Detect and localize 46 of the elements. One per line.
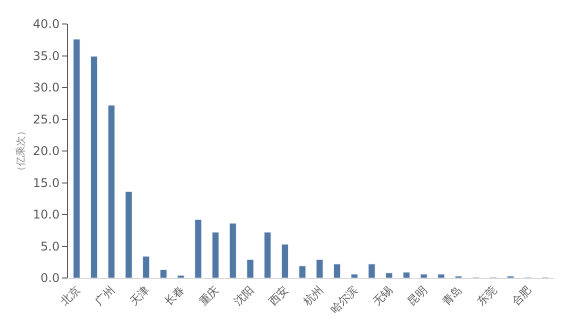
bar [420,274,428,278]
y-tick-label: 35.0 [32,48,60,63]
bar [246,259,254,278]
x-tick-label: 北京 [58,284,83,308]
bar [281,244,289,278]
bar [298,266,306,278]
x-tick-label: 重庆 [196,284,222,308]
x-tick-label: 长春 [162,284,187,308]
bar [368,264,376,278]
y-tick-label: 15.0 [32,176,60,190]
bar [73,38,80,278]
y-axis-title: （亿乘次） [14,126,27,176]
x-tick-label: 广州 [92,284,118,308]
bar [125,191,132,278]
y-tick-label: 20.0 [32,144,60,158]
bar [438,274,445,278]
x-tick-label: 无锡 [370,284,396,308]
bar [194,219,202,278]
x-tick-label: 东莞 [474,284,500,308]
y-tick-label: 30.0 [32,80,60,95]
y-tick-label: 0.0 [40,271,60,286]
y-tick-label: 10.0 [32,208,60,222]
bar [350,274,358,278]
x-tick-label: 沈阳 [232,284,256,308]
x-tick-label: 天津 [127,284,152,308]
y-tick-label: 25.0 [32,112,60,126]
bar [229,223,236,278]
bar [142,256,150,278]
bar [402,272,410,278]
x-tick-label: 合肥 [509,284,534,308]
x-tick-label: 青岛 [440,284,465,308]
y-tick-label: 5.0 [40,239,60,254]
bar [177,275,184,278]
y-tick-label: 40.0 [32,17,60,32]
bar [333,264,341,278]
bar [160,270,168,278]
x-tick-label: 哈尔滨 [328,284,360,316]
bar [264,232,272,278]
bar [316,259,324,278]
x-tick-label: 西安 [266,284,291,308]
bar [386,272,393,278]
bar [90,56,98,278]
x-tick-label: 昆明 [405,284,430,308]
bar [108,105,115,278]
bar [212,232,220,278]
x-tick-label: 杭州 [300,284,326,309]
